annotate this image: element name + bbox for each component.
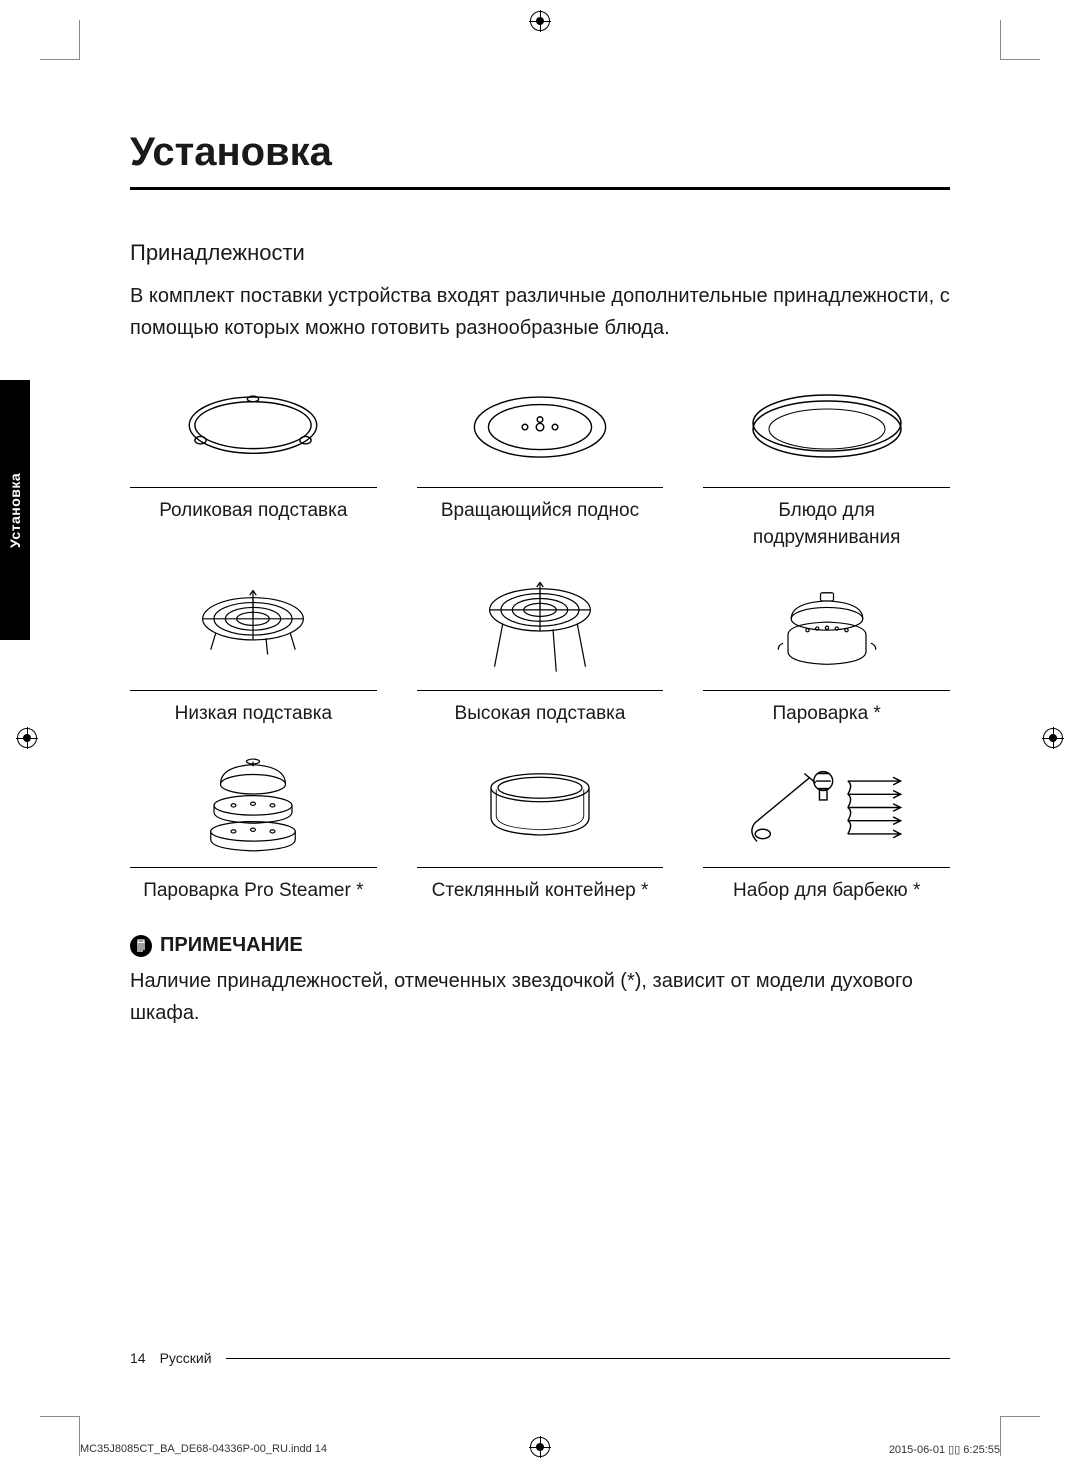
accessory-label: Пароварка Pro Steamer * bbox=[130, 878, 377, 905]
print-file-name: MC35J8085CT_BA_DE68-04336P-00_RU.indd 14 bbox=[80, 1443, 327, 1456]
crop-mark-bl bbox=[40, 1416, 80, 1456]
accessory-label: Роликовая подставка bbox=[130, 498, 377, 525]
note-heading: ПРИМЕЧАНИЕ bbox=[130, 934, 950, 957]
page-footer: 14 Русский bbox=[130, 1350, 950, 1366]
page-title: Установка bbox=[130, 130, 950, 190]
accessory-item: Роликовая подставка bbox=[130, 368, 377, 551]
accessory-item: Блюдо для подрумянивания bbox=[703, 368, 950, 551]
accessory-item: Низкая подставка bbox=[130, 571, 377, 728]
note-block: ПРИМЕЧАНИЕ Наличие принадлежностей, отме… bbox=[130, 934, 950, 1029]
crusty-plate-icon bbox=[703, 368, 950, 488]
low-rack-icon bbox=[130, 571, 377, 691]
pro-steamer-icon bbox=[130, 748, 377, 868]
crop-mark-tl bbox=[40, 20, 80, 60]
footer-language: Русский bbox=[160, 1350, 212, 1366]
accessory-label: Набор для барбекю * bbox=[703, 878, 950, 905]
roller-ring-icon bbox=[130, 368, 377, 488]
accessory-label: Стеклянный контейнер * bbox=[417, 878, 664, 905]
accessory-item: Вращающийся поднос bbox=[417, 368, 664, 551]
accessory-label: Пароварка * bbox=[703, 701, 950, 728]
footer-page-number: 14 bbox=[130, 1350, 146, 1366]
steamer-icon bbox=[703, 571, 950, 691]
accessory-item: Стеклянный контейнер * bbox=[417, 748, 664, 905]
note-body: Наличие принадлежностей, отмеченных звез… bbox=[130, 965, 950, 1029]
registration-mark-left bbox=[18, 729, 36, 747]
footer-rule bbox=[226, 1358, 950, 1359]
high-rack-icon bbox=[417, 571, 664, 691]
accessory-label: Высокая подставка bbox=[417, 701, 664, 728]
crop-mark-tr bbox=[1000, 20, 1040, 60]
glass-container-icon bbox=[417, 748, 664, 868]
accessory-item: Пароварка Pro Steamer * bbox=[130, 748, 377, 905]
accessory-item: Набор для барбекю * bbox=[703, 748, 950, 905]
accessory-label: Вращающийся поднос bbox=[417, 498, 664, 525]
accessories-grid: Роликовая подставка Вращающийся поднос bbox=[130, 368, 950, 904]
accessory-item: Высокая подставка bbox=[417, 571, 664, 728]
content-area: Установка Принадлежности В комплект пост… bbox=[80, 60, 1000, 1029]
print-metadata-footer: MC35J8085CT_BA_DE68-04336P-00_RU.indd 14… bbox=[80, 1443, 1000, 1456]
intro-paragraph: В комплект поставки устройства входят ра… bbox=[130, 280, 950, 344]
crop-mark-br bbox=[1000, 1416, 1040, 1456]
print-timestamp: 2015-06-01 ▯▯ 6:25:55 bbox=[889, 1443, 1000, 1456]
section-title: Принадлежности bbox=[130, 240, 950, 266]
accessory-item: Пароварка * bbox=[703, 571, 950, 728]
accessory-label: Блюдо для подрумянивания bbox=[703, 498, 950, 551]
note-icon bbox=[130, 935, 152, 957]
registration-mark-right bbox=[1044, 729, 1062, 747]
turntable-icon bbox=[417, 368, 664, 488]
registration-mark-top bbox=[531, 12, 549, 30]
bbq-kit-icon bbox=[703, 748, 950, 868]
accessory-label: Низкая подставка bbox=[130, 701, 377, 728]
side-tab: Установка bbox=[0, 380, 30, 640]
page-frame: Установка Установка Принадлежности В ком… bbox=[80, 60, 1000, 1416]
note-label: ПРИМЕЧАНИЕ bbox=[160, 934, 303, 957]
